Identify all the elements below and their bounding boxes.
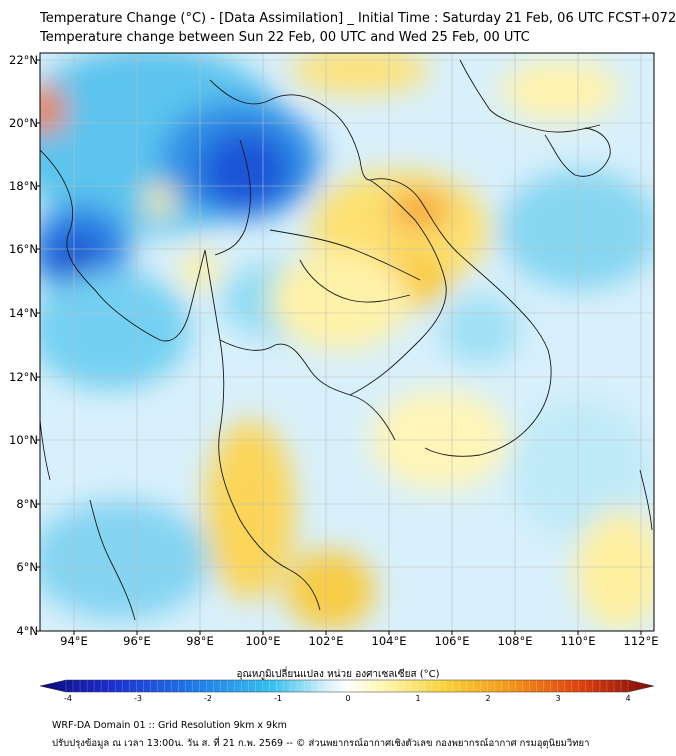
colorbar-tick: -4 — [64, 694, 72, 703]
temperature-field — [40, 53, 654, 631]
lon-label: 112°E — [623, 634, 659, 648]
lat-label: 8°N — [16, 497, 38, 511]
colorbar-label: อุณหภูมิเปลี่ยนแปลง หน่วย องศาเซลเซียส (… — [236, 669, 440, 680]
colorbar-tick: 3 — [555, 694, 561, 703]
lon-label: 102°E — [308, 634, 344, 648]
colorbar-tick: 0 — [345, 694, 351, 703]
lon-label: 108°E — [497, 634, 533, 648]
map-title-line1: Temperature Change (°C) - [Data Assimila… — [40, 11, 676, 26]
colorbar-tick: 2 — [485, 694, 491, 703]
lat-label: 14°N — [9, 306, 38, 320]
colorbar-tick: -2 — [204, 694, 212, 703]
lat-label: 10°N — [9, 433, 38, 447]
lat-label: 20°N — [9, 116, 38, 130]
axis-ticks — [36, 59, 642, 635]
lon-label: 106°E — [434, 634, 470, 648]
lat-label: 12°N — [9, 370, 38, 384]
lat-label: 6°N — [16, 560, 38, 574]
map-title-line2: Temperature change between Sun 22 Feb, 0… — [40, 30, 530, 45]
map-frame — [39, 52, 655, 632]
coastlines-and-borders — [40, 59, 653, 621]
colorbar-tick: -3 — [134, 694, 142, 703]
lon-label: 110°E — [560, 634, 596, 648]
lat-label: 4°N — [16, 624, 38, 638]
lat-label: 16°N — [9, 242, 38, 256]
graticule — [40, 53, 654, 631]
lat-label: 22°N — [9, 53, 38, 67]
colorbar-tick: -1 — [274, 694, 282, 703]
footer-update-info: ปรับปรุงข้อมูล ณ เวลา 13:00น. วัน ส. ที่… — [52, 738, 590, 749]
lon-label: 104°E — [371, 634, 407, 648]
colorbar-tick: 1 — [415, 694, 421, 703]
lon-label: 94°E — [60, 634, 88, 648]
lat-label: 18°N — [9, 179, 38, 193]
footer-model-info: WRF-DA Domain 01 :: Grid Resolution 9km … — [52, 720, 287, 731]
lon-label: 100°E — [245, 634, 281, 648]
lon-label: 98°E — [186, 634, 214, 648]
lon-label: 96°E — [123, 634, 151, 648]
colorbar-tick: 4 — [625, 694, 631, 703]
colorbar — [39, 679, 655, 693]
